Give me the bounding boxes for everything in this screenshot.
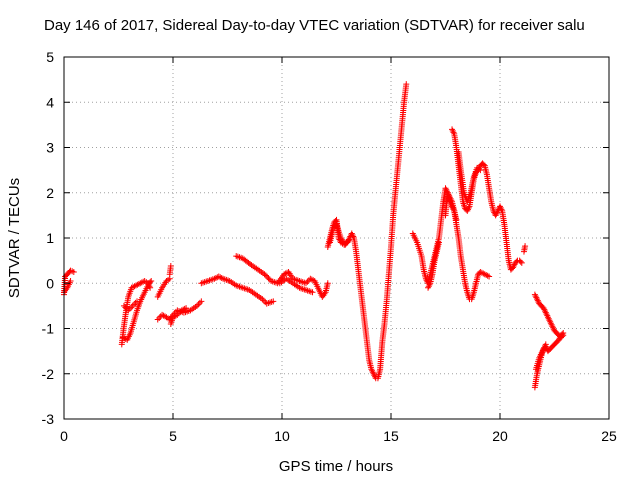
data-point xyxy=(167,263,174,270)
data-point xyxy=(183,305,190,312)
data-point xyxy=(265,275,272,282)
data-point xyxy=(196,299,203,306)
y-tick-label: 1 xyxy=(46,230,54,246)
data-point xyxy=(129,302,136,309)
data-point xyxy=(559,333,566,340)
data-point xyxy=(67,277,74,284)
data-point xyxy=(264,273,271,280)
data-point xyxy=(162,313,169,320)
x-tick-label: 10 xyxy=(274,428,290,444)
data-point xyxy=(309,289,316,296)
axis-ticks: 0 5 10 15 20 25 -3 -2 -1 0 1 2 3 4 5 xyxy=(42,49,617,444)
x-tick-label: 5 xyxy=(169,428,177,444)
y-tick-label: 3 xyxy=(46,140,54,156)
data-point xyxy=(261,271,268,278)
data-point xyxy=(453,216,460,223)
data-point xyxy=(324,280,331,287)
data-point xyxy=(518,259,525,266)
x-tick-label: 25 xyxy=(601,428,617,444)
data-point xyxy=(284,269,291,276)
data-point xyxy=(147,279,154,286)
data-point xyxy=(262,272,269,279)
data-point xyxy=(198,298,205,305)
y-axis-label: SDTVAR / TECUs xyxy=(6,178,23,298)
data-point xyxy=(148,277,155,284)
data-points xyxy=(61,81,567,391)
data-point xyxy=(218,274,225,281)
y-tick-label: 0 xyxy=(46,275,54,291)
chart-title: Day 146 of 2017, Sidereal Day-to-day VTE… xyxy=(44,17,585,34)
data-point xyxy=(181,305,188,312)
data-point xyxy=(450,129,457,136)
y-tick-label: -3 xyxy=(42,411,55,427)
data-point xyxy=(522,243,529,250)
data-point xyxy=(195,301,202,308)
data-point xyxy=(134,298,141,305)
x-tick-label: 20 xyxy=(492,428,508,444)
y-tick-label: -1 xyxy=(42,321,55,337)
data-point xyxy=(345,237,352,244)
data-point xyxy=(477,167,484,174)
y-tick-label: 5 xyxy=(46,49,54,65)
data-point xyxy=(542,341,549,348)
data-point xyxy=(128,304,135,311)
y-tick-label: -2 xyxy=(42,366,55,382)
x-axis-label: GPS time / hours xyxy=(279,458,393,475)
data-point xyxy=(435,239,442,246)
data-point xyxy=(247,261,254,268)
data-point xyxy=(486,273,493,280)
data-point xyxy=(517,258,524,265)
data-point xyxy=(484,272,491,279)
data-point xyxy=(154,316,161,323)
y-tick-label: 2 xyxy=(46,185,54,201)
data-point xyxy=(403,81,410,88)
x-tick-label: 15 xyxy=(383,428,399,444)
x-tick-label: 0 xyxy=(60,428,68,444)
data-point xyxy=(70,268,77,275)
data-point xyxy=(560,332,567,339)
y-tick-label: 4 xyxy=(46,94,54,110)
data-point xyxy=(270,298,277,305)
